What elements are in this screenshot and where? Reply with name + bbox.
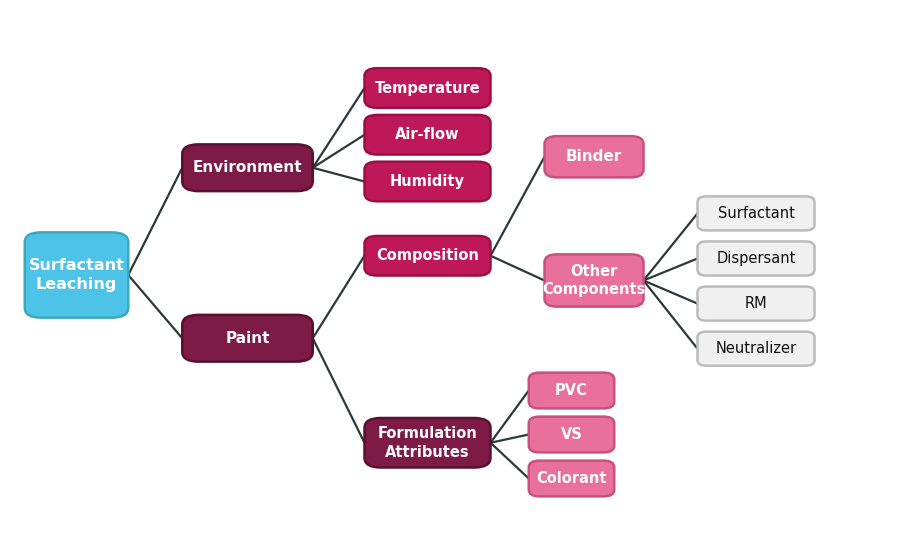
Text: Environment: Environment bbox=[193, 160, 302, 175]
Text: Binder: Binder bbox=[566, 149, 622, 164]
FancyBboxPatch shape bbox=[544, 136, 644, 177]
FancyBboxPatch shape bbox=[364, 68, 490, 108]
Text: PVC: PVC bbox=[555, 383, 588, 398]
FancyBboxPatch shape bbox=[698, 196, 814, 230]
Text: Surfactant
Leaching: Surfactant Leaching bbox=[29, 258, 124, 292]
Text: Paint: Paint bbox=[225, 331, 270, 346]
Text: Other
Components: Other Components bbox=[543, 263, 645, 298]
FancyBboxPatch shape bbox=[364, 115, 490, 155]
FancyBboxPatch shape bbox=[182, 145, 313, 191]
FancyBboxPatch shape bbox=[698, 241, 814, 276]
Text: VS: VS bbox=[561, 427, 582, 442]
FancyBboxPatch shape bbox=[698, 332, 814, 366]
Text: Air-flow: Air-flow bbox=[395, 127, 460, 142]
Text: Humidity: Humidity bbox=[390, 174, 465, 189]
Text: Colorant: Colorant bbox=[536, 471, 607, 486]
FancyBboxPatch shape bbox=[529, 461, 614, 496]
FancyBboxPatch shape bbox=[698, 287, 814, 321]
FancyBboxPatch shape bbox=[364, 236, 490, 276]
FancyBboxPatch shape bbox=[529, 373, 614, 408]
Text: Surfactant: Surfactant bbox=[717, 206, 795, 221]
Text: Dispersant: Dispersant bbox=[716, 251, 796, 266]
FancyBboxPatch shape bbox=[364, 418, 490, 468]
Text: Formulation
Attributes: Formulation Attributes bbox=[378, 426, 477, 460]
FancyBboxPatch shape bbox=[529, 417, 614, 452]
FancyBboxPatch shape bbox=[182, 315, 313, 362]
FancyBboxPatch shape bbox=[544, 254, 644, 307]
FancyBboxPatch shape bbox=[364, 162, 490, 201]
Text: RM: RM bbox=[744, 296, 768, 311]
Text: Temperature: Temperature bbox=[374, 80, 481, 96]
Text: Composition: Composition bbox=[376, 248, 479, 263]
Text: Neutralizer: Neutralizer bbox=[716, 341, 796, 356]
FancyBboxPatch shape bbox=[25, 232, 128, 318]
